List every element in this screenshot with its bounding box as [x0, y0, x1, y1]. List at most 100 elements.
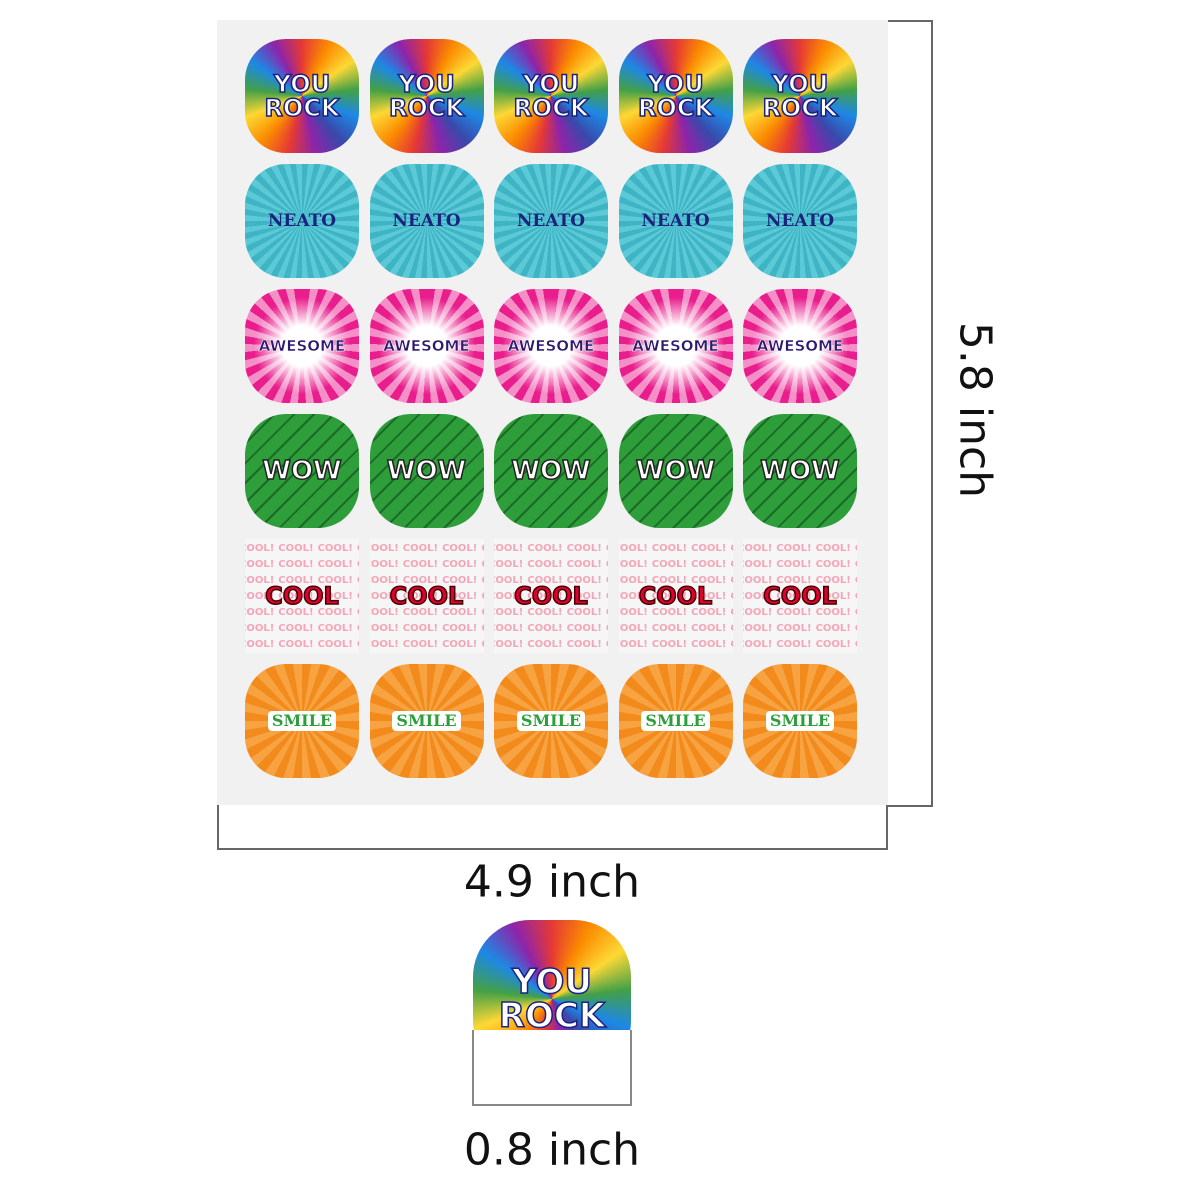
label-line: SMILE — [271, 711, 333, 730]
pattern-word: COOL! — [317, 607, 353, 618]
pattern-word: COOL! — [370, 639, 399, 650]
label-line: NEATO — [392, 210, 461, 231]
sticker: AWESOME — [245, 289, 359, 403]
pattern-word: COOL! — [278, 559, 314, 570]
pattern-word: COOL! — [566, 607, 602, 618]
pattern-word: COOL! — [527, 607, 563, 618]
pattern-text: COOL!COOL!COOL!COOL!COOL! — [619, 559, 733, 570]
label-line: SMILE — [645, 711, 706, 730]
sticker-label: SMILE — [641, 711, 710, 731]
label-line: ROCK — [637, 94, 714, 122]
pattern-word: COOL! — [855, 575, 857, 586]
sticker: NEATO — [369, 164, 484, 278]
pattern-word: COOL! — [743, 639, 773, 650]
pattern-text: COOL!COOL!COOL!COOL!COOL! — [494, 543, 608, 554]
pattern-word: COOL! — [566, 639, 602, 650]
pattern-word: COOL! — [357, 575, 359, 586]
pattern-word: COOL! — [278, 543, 314, 554]
pattern-word: COOL! — [776, 543, 812, 554]
pattern-word: COOL! — [619, 543, 648, 554]
sticker-label: NEATO — [517, 212, 585, 230]
pattern-word: COOL! — [776, 623, 812, 634]
pattern-word: COOL! — [481, 591, 483, 602]
pattern-word: COOL! — [566, 543, 602, 554]
pattern-word: COOL! — [494, 575, 524, 586]
pattern-word: COOL! — [815, 639, 851, 650]
sticker-label: WOW — [386, 457, 467, 485]
dim-line — [888, 805, 933, 807]
label-line: ROCK — [762, 94, 839, 122]
sticker-label: YOU ROCK — [498, 964, 606, 1036]
pattern-word: COOL! — [606, 543, 608, 554]
pattern-word: COOL! — [691, 591, 727, 602]
sticker: WOW — [494, 414, 608, 528]
pattern-word: COOL! — [494, 623, 524, 634]
width-label: 4.9 inch — [463, 856, 641, 908]
pattern-word: COOL! — [651, 639, 688, 650]
dim-line — [888, 20, 933, 22]
label-line: WOW — [511, 456, 592, 486]
dim-line — [886, 805, 888, 850]
pattern-word: COOL! — [855, 543, 857, 554]
sticker: SMILE — [494, 664, 608, 778]
pattern-word: COOL! — [855, 591, 857, 602]
pattern-word: COOL! — [317, 639, 353, 650]
pattern-word: COOL! — [651, 591, 688, 602]
pattern-word: COOL! — [527, 575, 563, 586]
pattern-word: COOL! — [317, 543, 353, 554]
size-box — [472, 1030, 632, 1106]
sticker: WOW — [743, 414, 857, 528]
pattern-word: COOL! — [527, 639, 563, 650]
pattern-word: COOL! — [278, 591, 314, 602]
sticker: SMILE — [369, 664, 484, 778]
label-line: WOW — [635, 456, 716, 486]
pattern-word: COOL! — [370, 623, 399, 634]
pattern-text: COOL!COOL!COOL!COOL!COOL! — [370, 607, 484, 618]
sticker: NEATO — [494, 164, 608, 278]
label-line: ROCK — [264, 94, 341, 122]
sticker: WOW — [245, 414, 359, 528]
sticker-label: YOU ROCK — [264, 71, 341, 122]
label-line: SMILE — [520, 711, 582, 730]
pattern-word: COOL! — [691, 559, 727, 570]
pattern-word: COOL! — [730, 559, 732, 570]
pattern-text: COOL!COOL!COOL!COOL!COOL! — [370, 591, 484, 602]
pattern-text: COOL!COOL!COOL!COOL!COOL! — [245, 543, 359, 554]
sticker: YOU ROCK — [245, 39, 359, 153]
pattern-word: COOL! — [815, 575, 851, 586]
pattern-text: COOL!COOL!COOL!COOL!COOL! — [494, 575, 608, 586]
pattern-word: COOL! — [357, 639, 359, 650]
pattern-word: COOL! — [494, 591, 524, 602]
pattern-word: COOL! — [402, 623, 439, 634]
pattern-word: COOL! — [278, 639, 314, 650]
pattern-word: COOL! — [370, 607, 399, 618]
label-line: NEATO — [765, 210, 835, 231]
sticker-label: SMILE — [516, 711, 586, 731]
pattern-word: COOL! — [776, 575, 812, 586]
label-line: YOU — [398, 70, 456, 98]
pattern-text: COOL!COOL!COOL!COOL!COOL! — [370, 623, 484, 634]
dim-line — [217, 848, 888, 850]
pattern-word: COOL! — [442, 623, 478, 634]
pattern-word: COOL! — [619, 591, 648, 602]
pattern-word: COOL! — [317, 591, 353, 602]
sticker: SMILE — [245, 664, 359, 778]
pattern-word: COOL! — [855, 639, 857, 650]
pattern-word: COOL! — [730, 623, 732, 634]
pattern-word: COOL! — [815, 623, 851, 634]
pattern-word: COOL! — [815, 543, 851, 554]
pattern-text: COOL!COOL!COOL!COOL!COOL! — [743, 639, 857, 650]
label-line: ROCK — [498, 996, 606, 1036]
pattern-word: COOL! — [606, 575, 608, 586]
pattern-word: COOL! — [651, 575, 688, 586]
pattern-text: COOL!COOL!COOL!COOL!COOL! — [494, 623, 608, 634]
sticker-label: SMILE — [392, 711, 461, 731]
pattern-word: COOL! — [527, 623, 563, 634]
label-line: AWESOME — [756, 336, 844, 355]
dim-line — [217, 805, 219, 850]
pattern-text: COOL!COOL!COOL!COOL!COOL! — [619, 591, 733, 602]
label-line: YOU — [522, 70, 580, 98]
pattern-text: COOL!COOL!COOL!COOL!COOL! — [494, 559, 608, 570]
sticker: AWESOME — [494, 289, 608, 403]
pattern-word: COOL! — [815, 559, 851, 570]
